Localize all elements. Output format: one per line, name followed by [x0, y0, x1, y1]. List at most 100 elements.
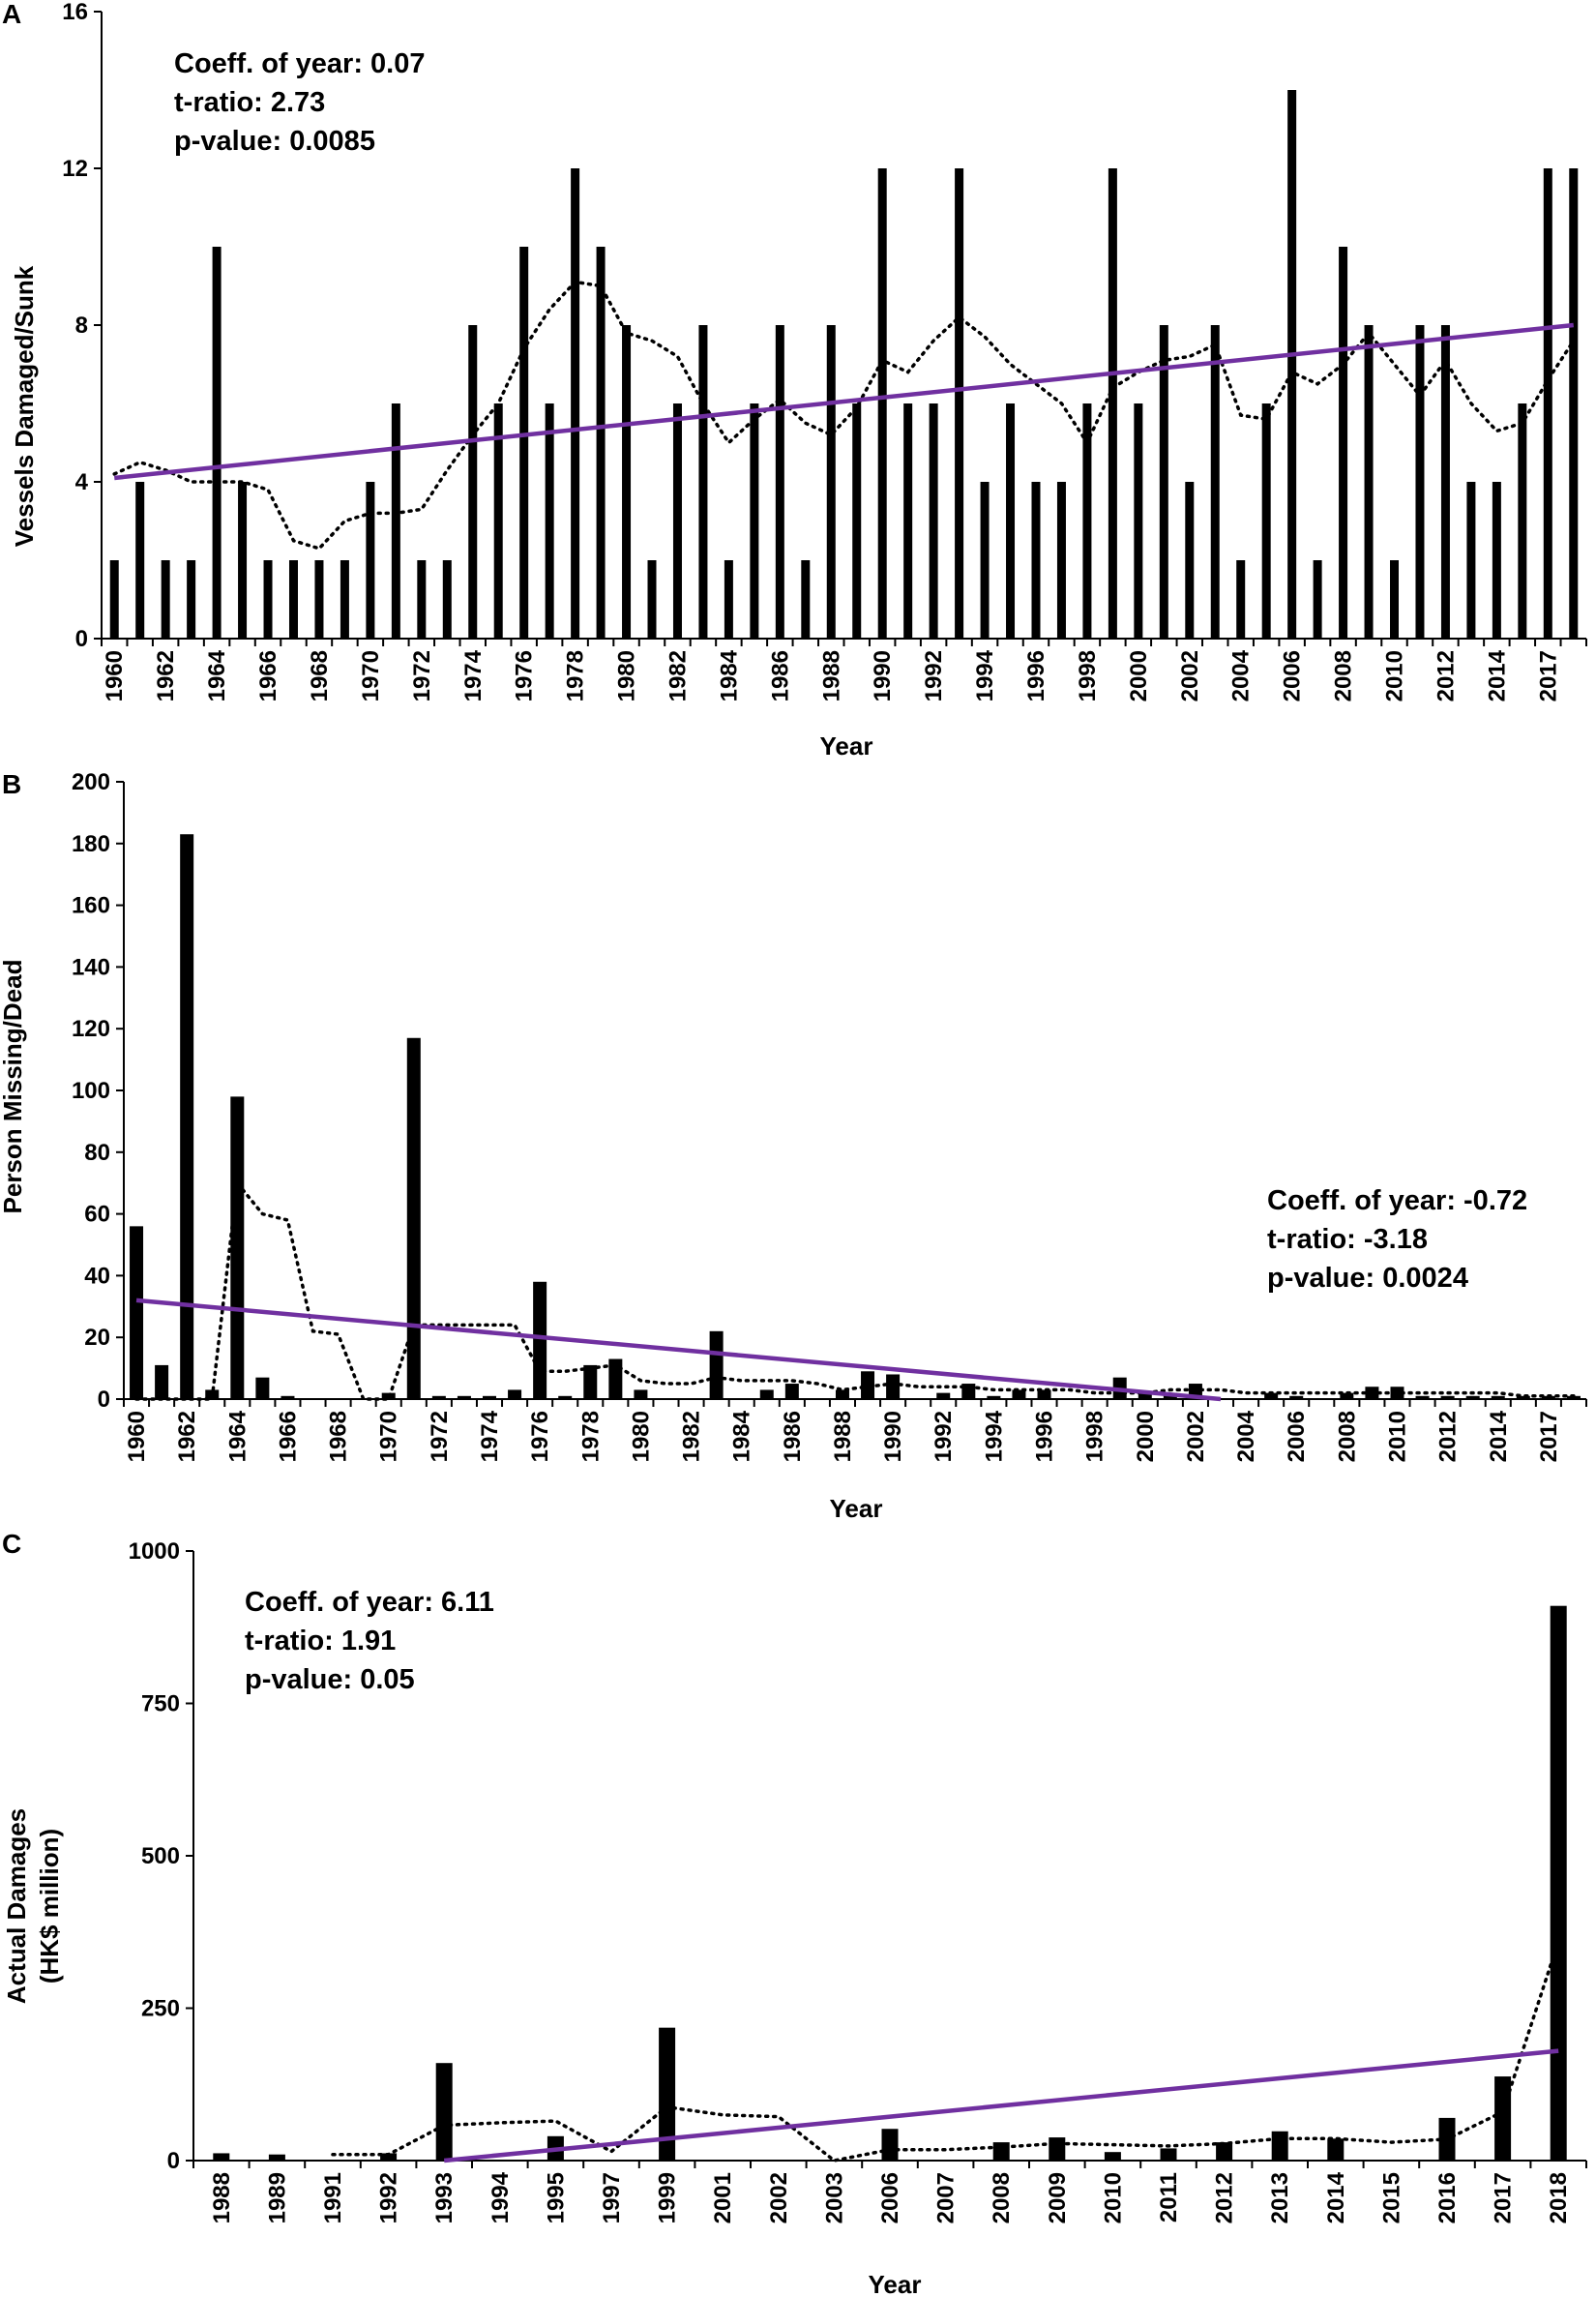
bar-2013: [1271, 2131, 1288, 2161]
bar-1976: [519, 247, 529, 639]
x-tick-label: 2002: [766, 2172, 792, 2223]
bar-1961: [155, 1364, 169, 1399]
x-tick-label: 2000: [1126, 650, 1152, 701]
x-tick-label: 1966: [255, 650, 281, 701]
x-tick-label: 1980: [628, 1411, 654, 1462]
x-tick-label: 1990: [870, 650, 896, 701]
y-tick-label: 16: [62, 0, 88, 25]
regression-stats: Coeff. of year: 6.11 t-ratio: 1.91 p-val…: [245, 1587, 494, 1695]
y-tick-label: 60: [84, 1202, 110, 1228]
bar-1977: [558, 1395, 573, 1399]
x-tick-label: 1986: [780, 1411, 806, 1462]
x-tick-label: 1972: [409, 650, 435, 701]
bar-1989: [861, 1371, 875, 1399]
x-tick-label: 1995: [543, 2172, 569, 2223]
bar-1979: [596, 247, 606, 639]
bar-2012: [1440, 325, 1450, 639]
x-tick-label: 2017: [1491, 2172, 1517, 2223]
x-tick-label: 1989: [264, 2172, 290, 2223]
bar-1971: [406, 1037, 421, 1399]
bar-2009: [1364, 325, 1374, 639]
x-tick-label: 1970: [376, 1411, 402, 1462]
x-tick-label: 1999: [655, 2172, 681, 2223]
x-tick-label: 1986: [767, 650, 793, 701]
y-tick-label: 80: [84, 1140, 110, 1166]
y-axis-title: Vessels Damaged/Sunk: [10, 265, 39, 547]
y-tick-label: 4: [75, 469, 89, 495]
panel-b-persons: B Coeff. of year: -0.72 t-ratio: -3.18 p…: [0, 769, 1587, 1523]
bar-1964: [230, 1096, 245, 1399]
panel-letter: C: [2, 1529, 21, 1559]
x-tick-label: 2008: [1334, 1411, 1360, 1462]
x-tick-label: 1974: [477, 1410, 503, 1462]
x-tick-label: 2006: [1280, 650, 1306, 701]
bar-2003: [1210, 325, 1220, 639]
bar-1992: [380, 2153, 398, 2161]
bar-1964: [212, 247, 222, 639]
bar-1973: [442, 560, 452, 639]
y-axis-title-units: (HK$ million): [35, 1829, 64, 1984]
x-tick-label: 2001: [710, 2172, 736, 2223]
x-tick-label: 2012: [1433, 650, 1459, 701]
x-tick-label: 2000: [1133, 1411, 1159, 1462]
panel-c-damages: C Coeff. of year: 6.11 t-ratio: 1.91 p-v…: [2, 1529, 1587, 2297]
x-tick-label: 2004: [1228, 649, 1255, 701]
bar-1975: [493, 403, 503, 639]
bar-1960: [109, 560, 119, 639]
y-tick-label: 12: [62, 156, 88, 182]
bar-2004: [1236, 560, 1246, 639]
x-tick-label: 2014: [1486, 1410, 1512, 1462]
bar-1999: [659, 2027, 676, 2161]
x-axis-title: Year: [869, 2270, 922, 2297]
bar-1966: [281, 1395, 295, 1399]
x-axis-title: Year: [830, 1494, 883, 1523]
x-tick-label: 1994: [981, 1410, 1007, 1462]
x-tick-label: 1960: [124, 1411, 150, 1462]
bar-1974: [483, 1395, 496, 1399]
bar-1990: [877, 168, 887, 639]
x-tick-label: 1991: [320, 2172, 346, 2223]
bar-2001: [1159, 325, 1168, 639]
bar-2014: [1327, 2138, 1345, 2161]
bar-1990: [886, 1374, 901, 1399]
x-tick-label: 1968: [307, 650, 333, 701]
bar-1985: [759, 1389, 774, 1399]
moving-average-line: [134, 1178, 1576, 1401]
regression-stats: Coeff. of year: -0.72 t-ratio: -3.18 p-v…: [1267, 1185, 1527, 1294]
bar-1998: [1082, 403, 1092, 639]
bar-1978: [571, 168, 580, 639]
y-tick-label: 180: [72, 831, 110, 857]
bar-2008: [1340, 1392, 1354, 1399]
x-tick-label: 1993: [431, 2172, 458, 2223]
x-tick-label: 1966: [275, 1411, 301, 1462]
bar-2013: [1465, 1395, 1480, 1399]
x-tick-label: 2009: [1045, 2172, 1071, 2223]
x-tick-label: 1988: [818, 650, 844, 701]
bar-1991: [903, 403, 913, 639]
x-tick-label: 1964: [224, 1410, 251, 1462]
bar-2014: [1491, 1395, 1505, 1399]
x-tick-label: 1968: [326, 1411, 352, 1462]
x-tick-label: 1970: [358, 650, 384, 701]
y-tick-label: 100: [72, 1078, 110, 1104]
bar-1993: [435, 2063, 453, 2161]
bar-2000: [1138, 1392, 1152, 1399]
x-tick-label: 2004: [1233, 1410, 1259, 1462]
bar-2005: [1261, 403, 1271, 639]
x-tick-label: 1988: [830, 1411, 856, 1462]
x-tick-label: 1976: [512, 650, 538, 701]
x-tick-label: 1992: [376, 2172, 402, 2223]
x-tick-label: 1988: [209, 2172, 235, 2223]
bar-1974: [468, 325, 478, 639]
bar-1996: [1037, 1389, 1051, 1399]
trend-line: [443, 2048, 1559, 2163]
x-tick-label: 2010: [1382, 650, 1408, 701]
x-tick-label: 1974: [460, 649, 487, 701]
bar-1988: [835, 1389, 849, 1399]
x-tick-label: 1978: [577, 1411, 604, 1462]
bar-1981: [647, 560, 657, 639]
bar-1996: [1031, 482, 1041, 639]
bar-1962: [180, 834, 194, 1399]
x-tick-label: 1992: [931, 1411, 957, 1462]
